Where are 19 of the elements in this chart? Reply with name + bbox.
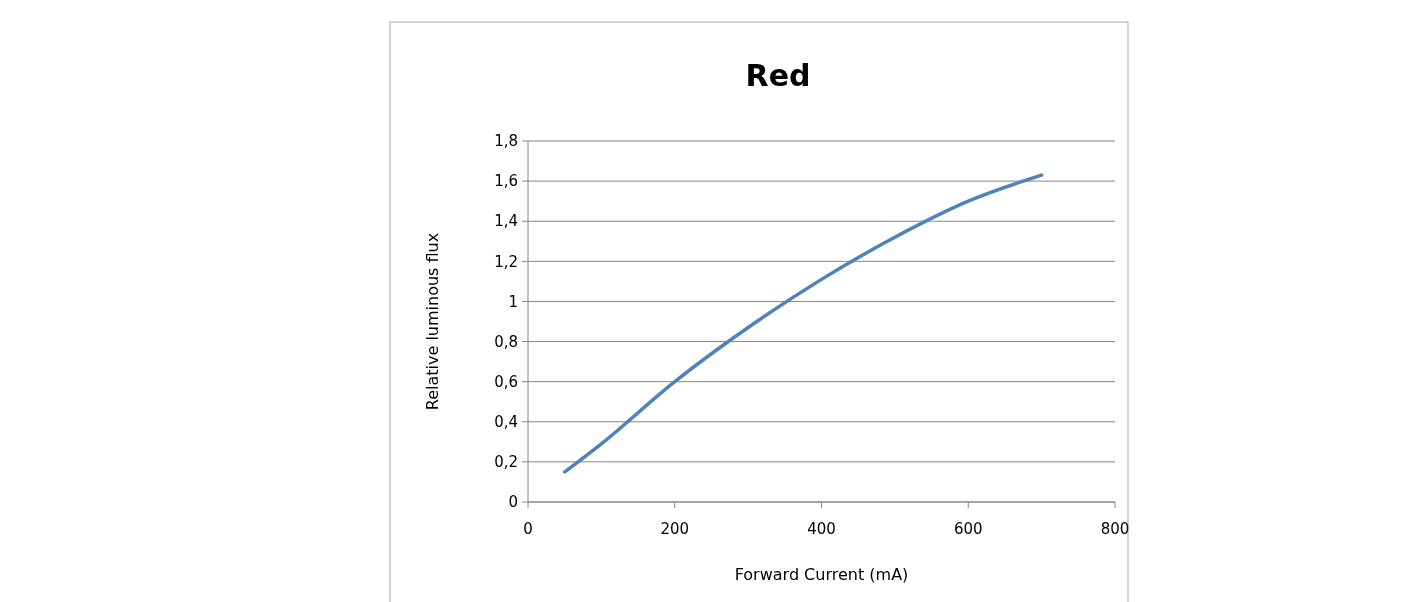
y-tick-label: 1: [508, 292, 518, 311]
x-axis-title: Forward Current (mA): [734, 565, 909, 584]
y-tick-label: 0,8: [494, 332, 518, 351]
y-tick-label: 0,6: [494, 372, 518, 391]
y-tick-label: 0: [508, 493, 518, 512]
y-tick-label: 0,4: [494, 413, 518, 432]
x-tick-label: 600: [953, 520, 983, 538]
x-tick-label: 200: [660, 520, 690, 538]
y-tick-label: 1,4: [494, 212, 518, 231]
chart-title: Red: [745, 58, 811, 93]
y-axis-title: Relative luminous flux: [423, 232, 442, 411]
x-tick-label: 400: [807, 520, 836, 538]
line-series: [562, 173, 1044, 474]
x-tick-label: 0: [523, 520, 533, 538]
y-tick-label: 1,6: [494, 172, 518, 191]
y-tick-label: 1,2: [494, 252, 518, 271]
y-tick-label: 0,2: [494, 453, 518, 472]
x-tick-label: 800: [1100, 520, 1130, 538]
y-tick-label: 1,8: [494, 132, 518, 151]
